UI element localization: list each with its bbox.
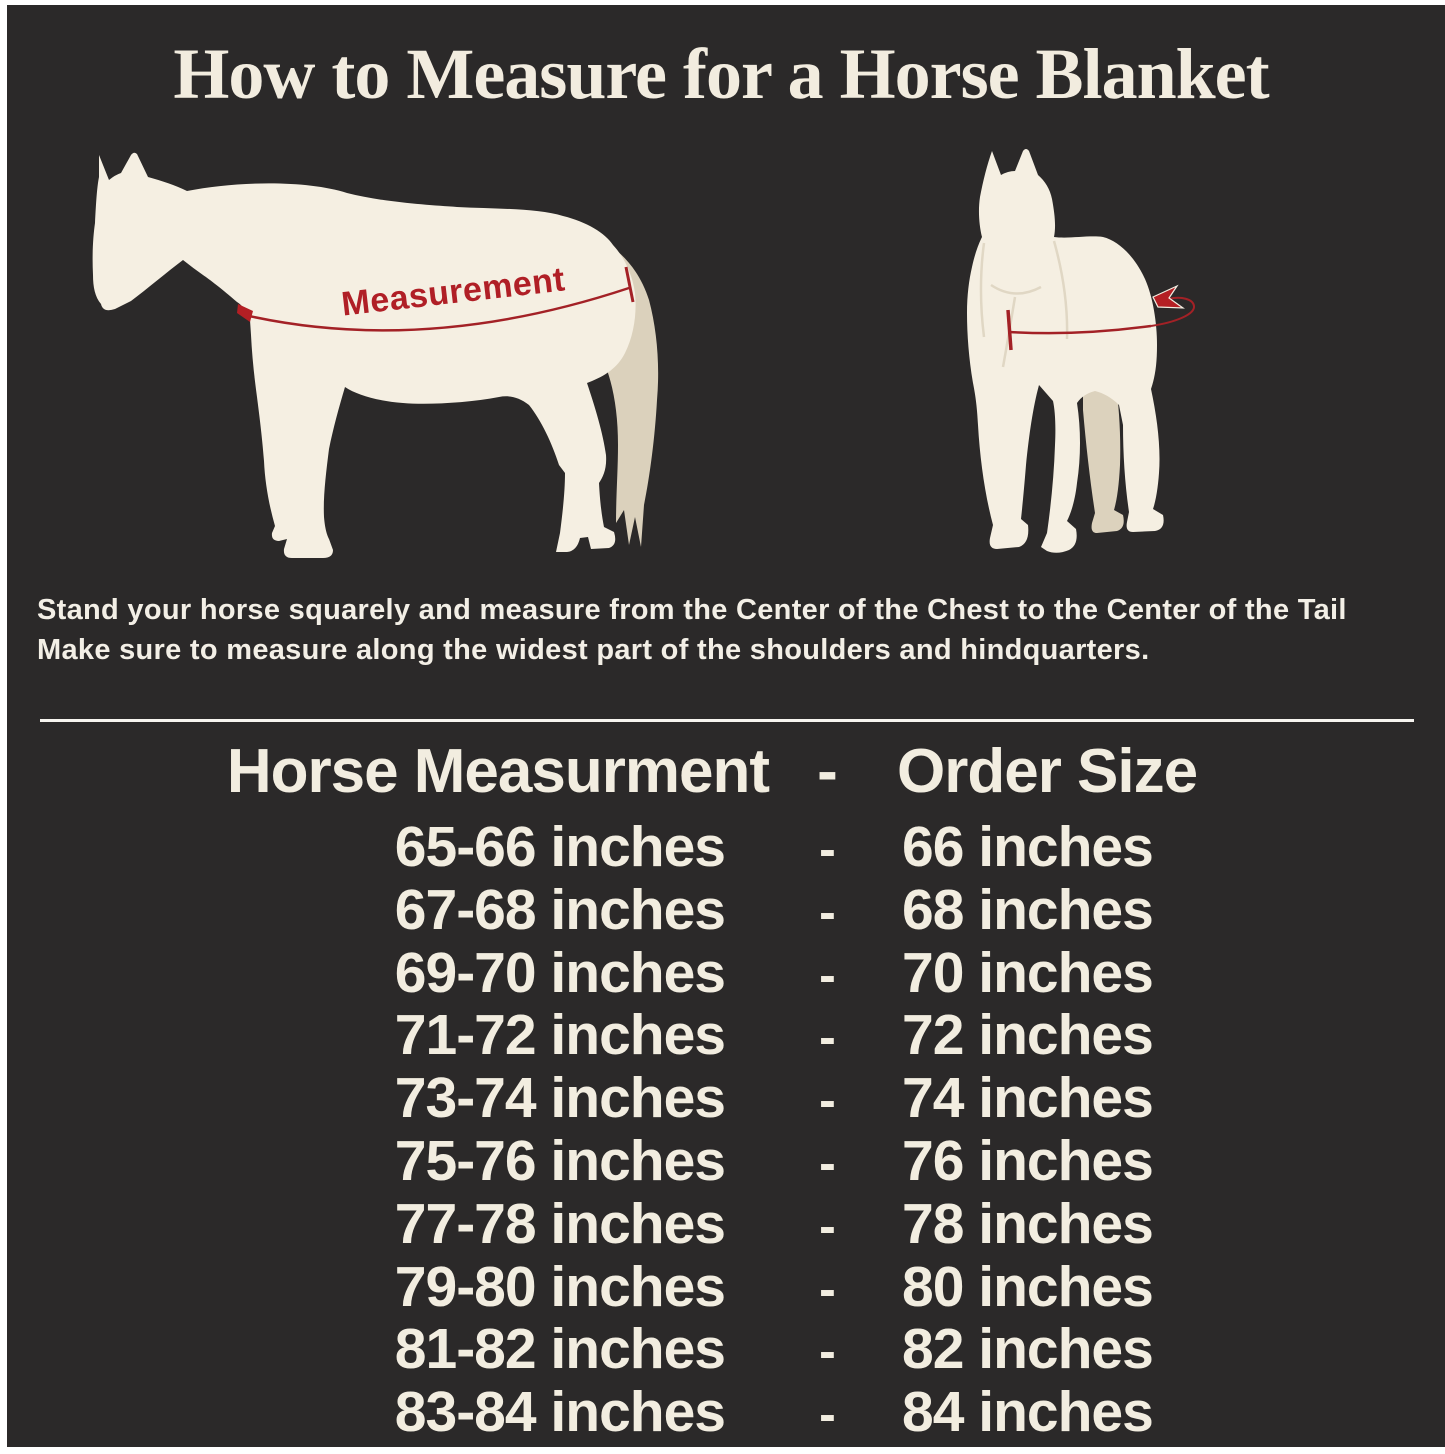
row-separator: -	[819, 1072, 836, 1129]
row-separator: -	[819, 1009, 836, 1066]
instructions-text: Stand your horse squarely and measure fr…	[37, 590, 1415, 670]
table-row: 77-78 inches - 78 inches	[7, 1191, 1445, 1257]
table-row: 75-76 inches - 76 inches	[7, 1131, 1445, 1194]
infographic-panel: How to Measure for a Horse Blanket	[7, 5, 1445, 1447]
row-measurement: 71-72 inches	[394, 1003, 726, 1068]
row-order: 82 inches	[902, 1317, 1154, 1382]
girth-line-tick	[1006, 309, 1013, 351]
table-row: 83-84 inches - 84 inches	[7, 1382, 1445, 1445]
table-row: 73-74 inches - 74 inches	[7, 1068, 1445, 1131]
table-row: 81-82 inches - 82 inches	[7, 1319, 1445, 1382]
front-horse-neck-crease-left	[979, 242, 986, 338]
row-order: 78 inches	[902, 1191, 1154, 1256]
front-horse-neck-crease-right	[1052, 240, 1069, 340]
instructions-line-1: Stand your horse squarely and measure fr…	[37, 594, 1347, 626]
row-order: 70 inches	[902, 940, 1154, 1005]
row-measurement: 73-74 inches	[394, 1066, 726, 1131]
table-row: 79-80 inches - 80 inches	[7, 1254, 1445, 1320]
row-measurement: 77-78 inches	[394, 1191, 726, 1256]
side-horse-illustration	[92, 152, 659, 558]
size-chart-header: Horse Measurment - Order Size	[7, 731, 1445, 813]
row-separator: -	[819, 1134, 836, 1191]
header-measurement-col: Horse Measurment	[226, 737, 770, 806]
divider-line	[40, 719, 1414, 722]
row-measurement: 69-70 inches	[394, 940, 726, 1005]
table-row: 65-66 inches - 66 inches	[7, 817, 1445, 880]
size-chart-rows: 65-66 inches - 66 inches 67-68 inches - …	[7, 817, 1445, 1445]
girth-line	[1009, 324, 1152, 335]
page-title: How to Measure for a Horse Blanket	[173, 34, 1269, 114]
side-horse-body	[92, 152, 636, 558]
row-measurement: 81-82 inches	[394, 1317, 726, 1382]
row-order: 76 inches	[902, 1128, 1154, 1193]
row-order: 80 inches	[902, 1254, 1154, 1319]
row-separator: -	[819, 946, 836, 1003]
measurement-line-start-tick	[237, 304, 253, 322]
row-order: 68 inches	[902, 877, 1154, 942]
measurement-line-end-tick	[624, 266, 635, 303]
row-measurement: 75-76 inches	[394, 1128, 726, 1193]
row-order: 72 inches	[902, 1003, 1154, 1068]
row-order: 84 inches	[902, 1380, 1154, 1445]
header-order-col: Order Size	[897, 737, 1198, 806]
front-horse-illustration	[967, 149, 1195, 553]
front-horse-muzzle-crease	[990, 283, 1042, 295]
table-row: 69-70 inches - 70 inches	[7, 940, 1445, 1006]
row-measurement: 83-84 inches	[394, 1380, 726, 1445]
front-horse-far-leg	[1083, 370, 1124, 533]
front-horse-body	[967, 149, 1164, 553]
measurement-line	[248, 286, 630, 332]
row-separator: -	[819, 821, 836, 877]
size-chart: Horse Measurment - Order Size 65-66 inch…	[7, 731, 1445, 1445]
girth-loop	[1150, 296, 1195, 327]
row-measurement: 79-80 inches	[394, 1254, 726, 1319]
row-separator: -	[819, 1260, 836, 1317]
row-separator: -	[819, 1386, 836, 1443]
row-order: 66 inches	[902, 815, 1154, 879]
girth-arrowhead	[1152, 284, 1185, 309]
row-separator: -	[819, 883, 836, 940]
header-separator: -	[817, 737, 838, 806]
row-measurement: 67-68 inches	[394, 877, 726, 942]
instructions-line-2: Make sure to measure along the widest pa…	[37, 634, 1150, 666]
row-separator: -	[819, 1197, 836, 1254]
horse-diagram	[92, 149, 1195, 558]
row-separator: -	[819, 1323, 836, 1380]
table-row: 71-72 inches - 72 inches	[7, 1005, 1445, 1068]
table-row: 67-68 inches - 68 inches	[7, 877, 1445, 943]
row-order: 74 inches	[902, 1066, 1154, 1131]
row-measurement: 65-66 inches	[394, 815, 726, 879]
